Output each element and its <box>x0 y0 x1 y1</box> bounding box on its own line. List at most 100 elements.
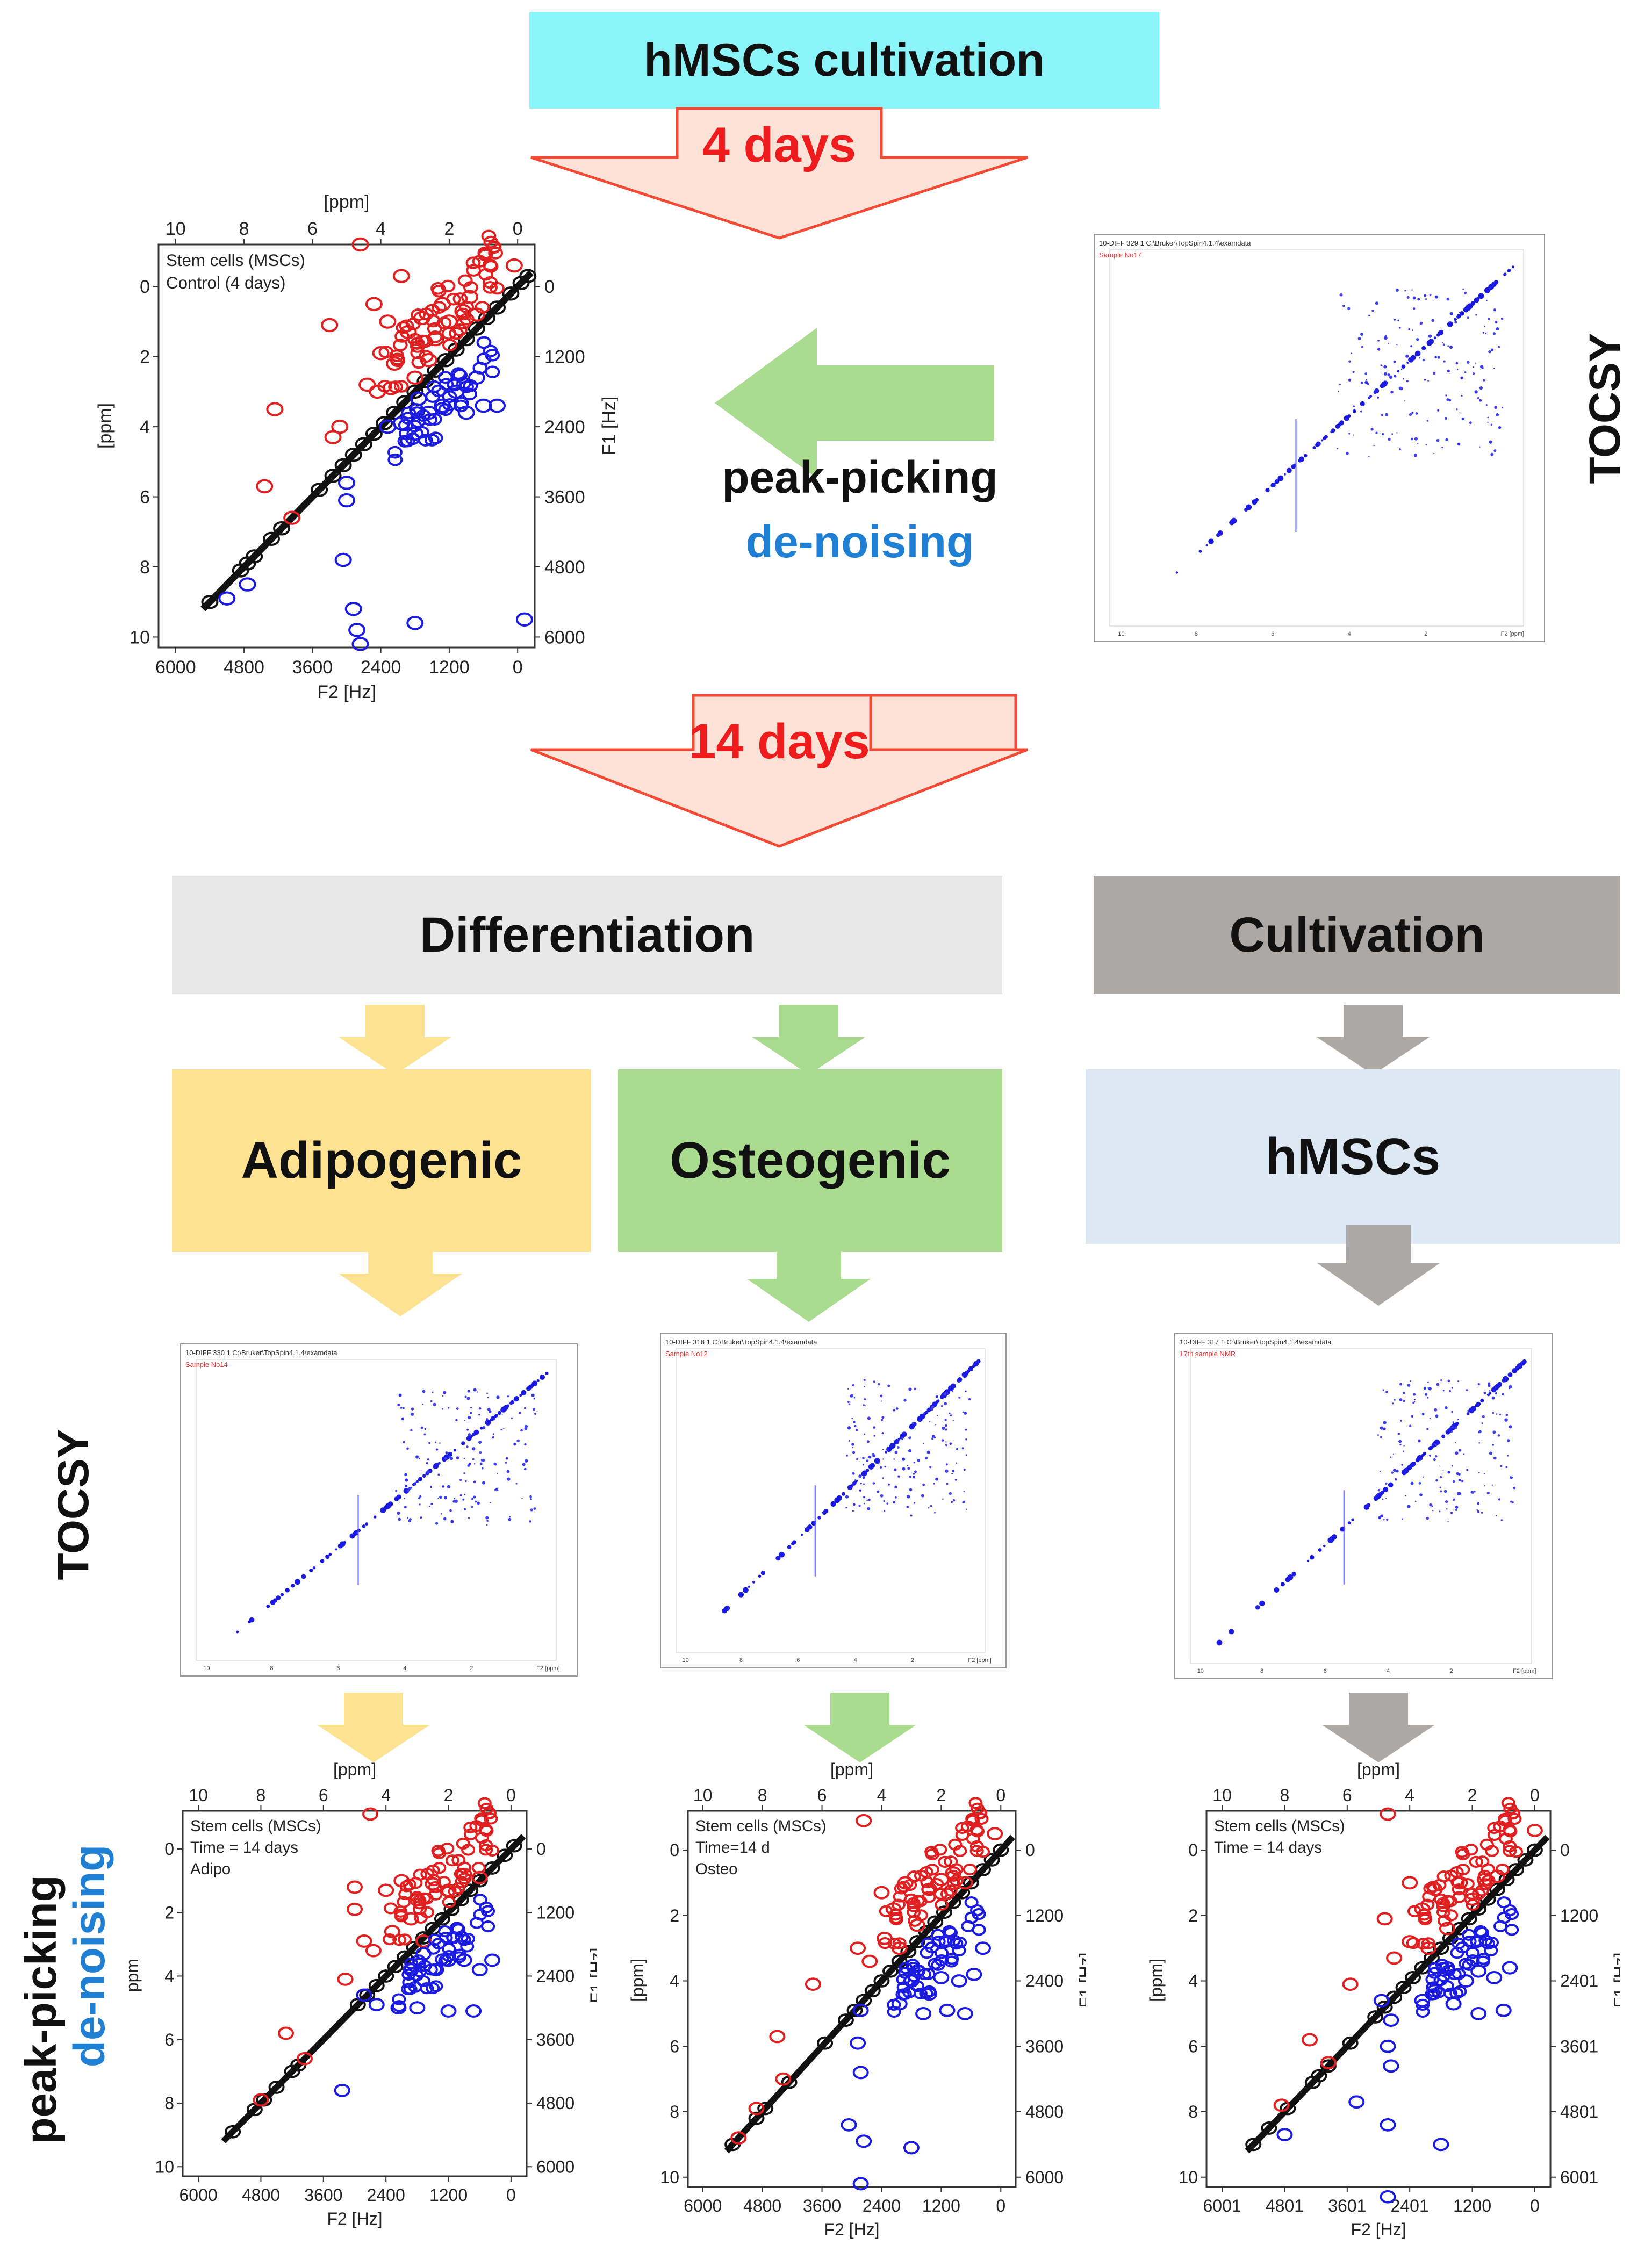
cross-peak <box>521 1498 523 1499</box>
cross-peak <box>454 1498 456 1500</box>
diagonal-peak <box>757 2102 774 2116</box>
red-peak <box>393 380 409 393</box>
blue-peak <box>471 1963 488 1977</box>
red-peak <box>879 1905 893 1917</box>
red-peak <box>410 337 425 350</box>
cross-peak <box>408 1487 412 1490</box>
cross-peak <box>533 1507 536 1510</box>
left-tick-label: 4 <box>670 1972 679 1991</box>
cross-peak <box>444 1457 447 1460</box>
cross-peak <box>906 1506 909 1508</box>
cross-peak <box>1380 1514 1383 1518</box>
cross-peak <box>1456 369 1459 370</box>
cross-peak <box>1461 1479 1464 1483</box>
cross-peak <box>1383 1421 1387 1424</box>
bottom-tick-label: 3601 <box>1328 2196 1366 2215</box>
red-peak <box>965 1815 980 1827</box>
cross-peak <box>1373 444 1375 447</box>
blue-peak <box>465 2004 482 2018</box>
cross-peak <box>1413 307 1416 310</box>
cross-peak <box>404 1473 407 1476</box>
spectrum-sample: Sample No14 <box>185 1361 228 1369</box>
cross-peak <box>1411 1415 1414 1418</box>
diagonal-peak <box>1421 1454 1425 1457</box>
cross-peak <box>863 1404 865 1406</box>
diagonal-peak <box>365 1522 369 1526</box>
red-peak <box>383 1902 398 1915</box>
cross-peak <box>1432 1509 1434 1512</box>
blue-peak <box>1433 2138 1449 2152</box>
diagonal-peak <box>1376 2000 1393 2014</box>
cross-peak <box>1404 400 1405 402</box>
bottom-tick-label: 6000 <box>179 2185 217 2205</box>
right-tick-label: 0 <box>1025 1840 1035 1860</box>
cross-peak <box>1484 326 1485 327</box>
cross-peak <box>1464 291 1467 294</box>
diagonal-peak <box>1478 293 1484 299</box>
diagonal-peak <box>1470 301 1475 306</box>
diagonal-peak <box>526 1386 531 1391</box>
cross-peak <box>912 1476 916 1479</box>
red-peak <box>861 1954 878 1968</box>
cross-peak <box>1496 1515 1497 1516</box>
cross-peak <box>1452 1421 1454 1423</box>
cross-peak <box>945 1444 948 1447</box>
cross-peak <box>486 1418 489 1421</box>
diagonal-peak <box>1303 454 1308 458</box>
blue-peak <box>957 2006 973 2020</box>
blue-peak <box>1461 1929 1476 1941</box>
cross-peak <box>478 1441 482 1444</box>
x-bottom-label: F2 [Hz] <box>824 2220 879 2239</box>
cross-peak <box>454 1499 458 1503</box>
cross-peak <box>1447 345 1449 347</box>
diagonal-peak <box>807 1527 810 1529</box>
right-tick-label: 4800 <box>544 557 585 578</box>
diagonal-peak <box>1426 340 1433 346</box>
cross-peak <box>943 1392 947 1396</box>
cross-peak <box>1512 1501 1514 1503</box>
cross-peak <box>1411 412 1414 414</box>
cross-peak <box>1427 1381 1429 1383</box>
cross-peak <box>430 1486 433 1488</box>
red-peak <box>1479 1838 1494 1851</box>
cross-peak <box>965 1438 967 1441</box>
red-peak <box>1302 2033 1318 2047</box>
diagonal-peak <box>1489 1392 1492 1395</box>
cross-peak <box>492 1433 495 1435</box>
y-right-label: F1 [Hz] <box>599 397 618 456</box>
cross-peak <box>442 1391 447 1394</box>
diagonal-peak <box>328 1552 332 1556</box>
cross-peak <box>952 1470 955 1473</box>
cross-peak <box>435 1441 437 1443</box>
cross-peak <box>1477 1431 1481 1434</box>
cross-peak <box>1382 1498 1384 1500</box>
diagonal-peak <box>1381 381 1387 387</box>
cross-peak <box>1484 1485 1485 1487</box>
diagonal-peak <box>1274 1587 1280 1593</box>
cross-peak <box>420 1470 422 1472</box>
diagonal-peak <box>1323 1544 1326 1548</box>
cross-peak <box>877 1383 880 1386</box>
cross-peak <box>1450 1512 1453 1514</box>
cross-peak <box>894 1485 897 1489</box>
red-peak <box>465 256 481 269</box>
cross-peak <box>1348 378 1352 382</box>
arrow-green-2 <box>747 1241 871 1322</box>
left-tick-label: 2 <box>1188 1906 1198 1925</box>
red-peak <box>930 1878 944 1890</box>
cross-peak <box>868 1455 872 1459</box>
red-peak <box>925 1848 939 1861</box>
diagonal-peak <box>1205 544 1208 546</box>
cross-peak <box>1339 293 1343 297</box>
cross-peak <box>1429 1418 1431 1419</box>
cross-peak <box>1498 426 1502 429</box>
diagonal-peak <box>493 1415 497 1418</box>
blue-peak <box>334 2083 350 2097</box>
cross-peak <box>958 1396 961 1399</box>
cross-peak <box>949 1492 952 1495</box>
cross-peak <box>963 1491 965 1492</box>
diagonal-peak <box>873 1974 890 1988</box>
diagonal-peak <box>324 469 342 483</box>
cross-peak <box>1439 1486 1441 1488</box>
cross-peak <box>466 1397 470 1400</box>
